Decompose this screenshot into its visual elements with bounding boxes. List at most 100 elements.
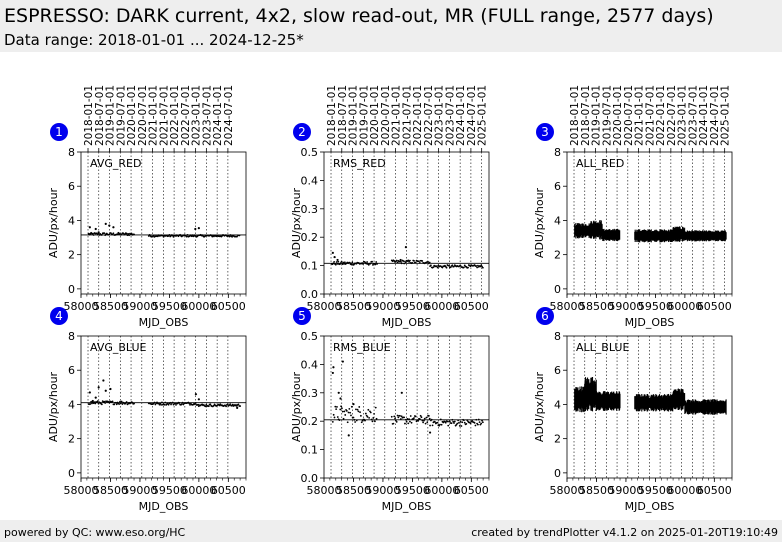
data-point (362, 263, 364, 265)
x-tick-label: 59000 (365, 484, 400, 497)
data-point (392, 422, 395, 425)
data-point (189, 403, 191, 406)
data-point (350, 414, 352, 417)
data-point (186, 234, 189, 236)
data-point (457, 419, 460, 422)
data-point (439, 423, 441, 426)
data-point (409, 259, 411, 262)
data-point (127, 232, 130, 235)
data-point (421, 260, 424, 262)
chart-5: 0.00.10.20.30.40.55800058500590005950060… (290, 307, 490, 513)
data-point (114, 401, 117, 404)
data-point (188, 402, 191, 405)
date-tick-label: 2022-07-01 (423, 85, 435, 146)
x-tick-label: 60500 (454, 300, 489, 313)
data-point (447, 424, 450, 427)
data-point (104, 402, 107, 404)
data-point (342, 261, 345, 264)
data-point (418, 262, 421, 264)
data-point (161, 234, 164, 237)
data-point (359, 414, 362, 417)
x-tick-label: 60000 (424, 300, 459, 313)
data-point (197, 403, 200, 406)
panel-number: 4 (55, 309, 63, 323)
date-tick-label: 2018-01-01 (569, 85, 581, 146)
data-point (409, 415, 412, 417)
y-tick-label: 4 (554, 214, 561, 227)
data-point (175, 403, 177, 406)
data-point (153, 401, 156, 404)
y-tick-label: 4 (68, 398, 75, 411)
data-point (218, 404, 221, 407)
data-point (344, 414, 347, 416)
data-point (152, 234, 155, 237)
x-tick-label: 58000 (550, 484, 585, 497)
x-tick-label: 58000 (550, 300, 585, 313)
data-point (357, 410, 360, 413)
data-point (169, 401, 172, 404)
panel-label: AVG_RED (90, 157, 141, 170)
data-point (462, 266, 465, 269)
data-point (374, 406, 377, 409)
data-point (477, 418, 480, 421)
data-point (334, 263, 337, 266)
date-tick-label: 2021-07-01 (644, 85, 656, 146)
date-tick-label: 2024-01-01 (455, 85, 467, 146)
data-point (231, 403, 234, 406)
data-point (366, 415, 369, 418)
data-point (431, 424, 434, 427)
date-tick-label: 2018-01-01 (83, 85, 95, 146)
date-tick-label: 2019-01-01 (348, 85, 360, 146)
date-tick-label: 2018-07-01 (94, 85, 106, 146)
date-tick-label: 2023-01-01 (191, 85, 203, 146)
panel-label: RMS_RED (333, 157, 386, 170)
data-point (373, 413, 375, 415)
data-point (427, 261, 429, 263)
date-tick-label: 2018-01-01 (326, 85, 338, 146)
data-point (422, 421, 425, 424)
date-tick-label: 2019-07-01 (601, 85, 613, 146)
x-tick-label: 60000 (181, 484, 216, 497)
data-point (428, 417, 431, 420)
data-point (410, 421, 413, 424)
data-point (403, 262, 406, 265)
data-point (120, 400, 123, 403)
data-point (119, 402, 122, 405)
data-point (104, 389, 107, 392)
data-point (119, 400, 121, 403)
data-point (365, 262, 368, 265)
data-point (88, 226, 91, 229)
date-tick-label: 2022-07-01 (180, 85, 192, 146)
data-point (339, 408, 342, 411)
data-point (453, 265, 455, 268)
data-point (115, 403, 118, 406)
data-point (396, 414, 399, 417)
y-tick-label: 0.3 (301, 203, 319, 216)
date-tick-label: 2019-01-01 (591, 85, 603, 146)
data-point (340, 405, 342, 408)
panel-label: AVG_BLUE (90, 341, 147, 354)
data-point (197, 398, 200, 401)
y-tick-label: 8 (68, 146, 75, 159)
data-point (168, 233, 171, 236)
data-point (462, 419, 465, 422)
x-axis-label: MJD_OBS (139, 316, 189, 329)
data-point (367, 408, 370, 411)
data-point (352, 416, 355, 419)
x-axis-label: MJD_OBS (625, 316, 675, 329)
data-point (339, 262, 342, 264)
data-point (407, 422, 410, 425)
date-tick-label: 2023-01-01 (434, 85, 446, 146)
data-point (336, 262, 339, 265)
panel-number-badge (50, 307, 68, 325)
data-point (368, 416, 371, 419)
y-tick-label: 8 (68, 330, 75, 343)
y-tick-label: 0.4 (301, 358, 319, 371)
data-point (100, 234, 103, 236)
y-axis-label: ADU/px/hour (533, 371, 546, 442)
data-point (358, 406, 361, 408)
y-tick-label: 6 (68, 180, 75, 193)
x-tick-label: 59000 (365, 300, 400, 313)
data-point (348, 261, 351, 264)
data-point (335, 408, 338, 411)
